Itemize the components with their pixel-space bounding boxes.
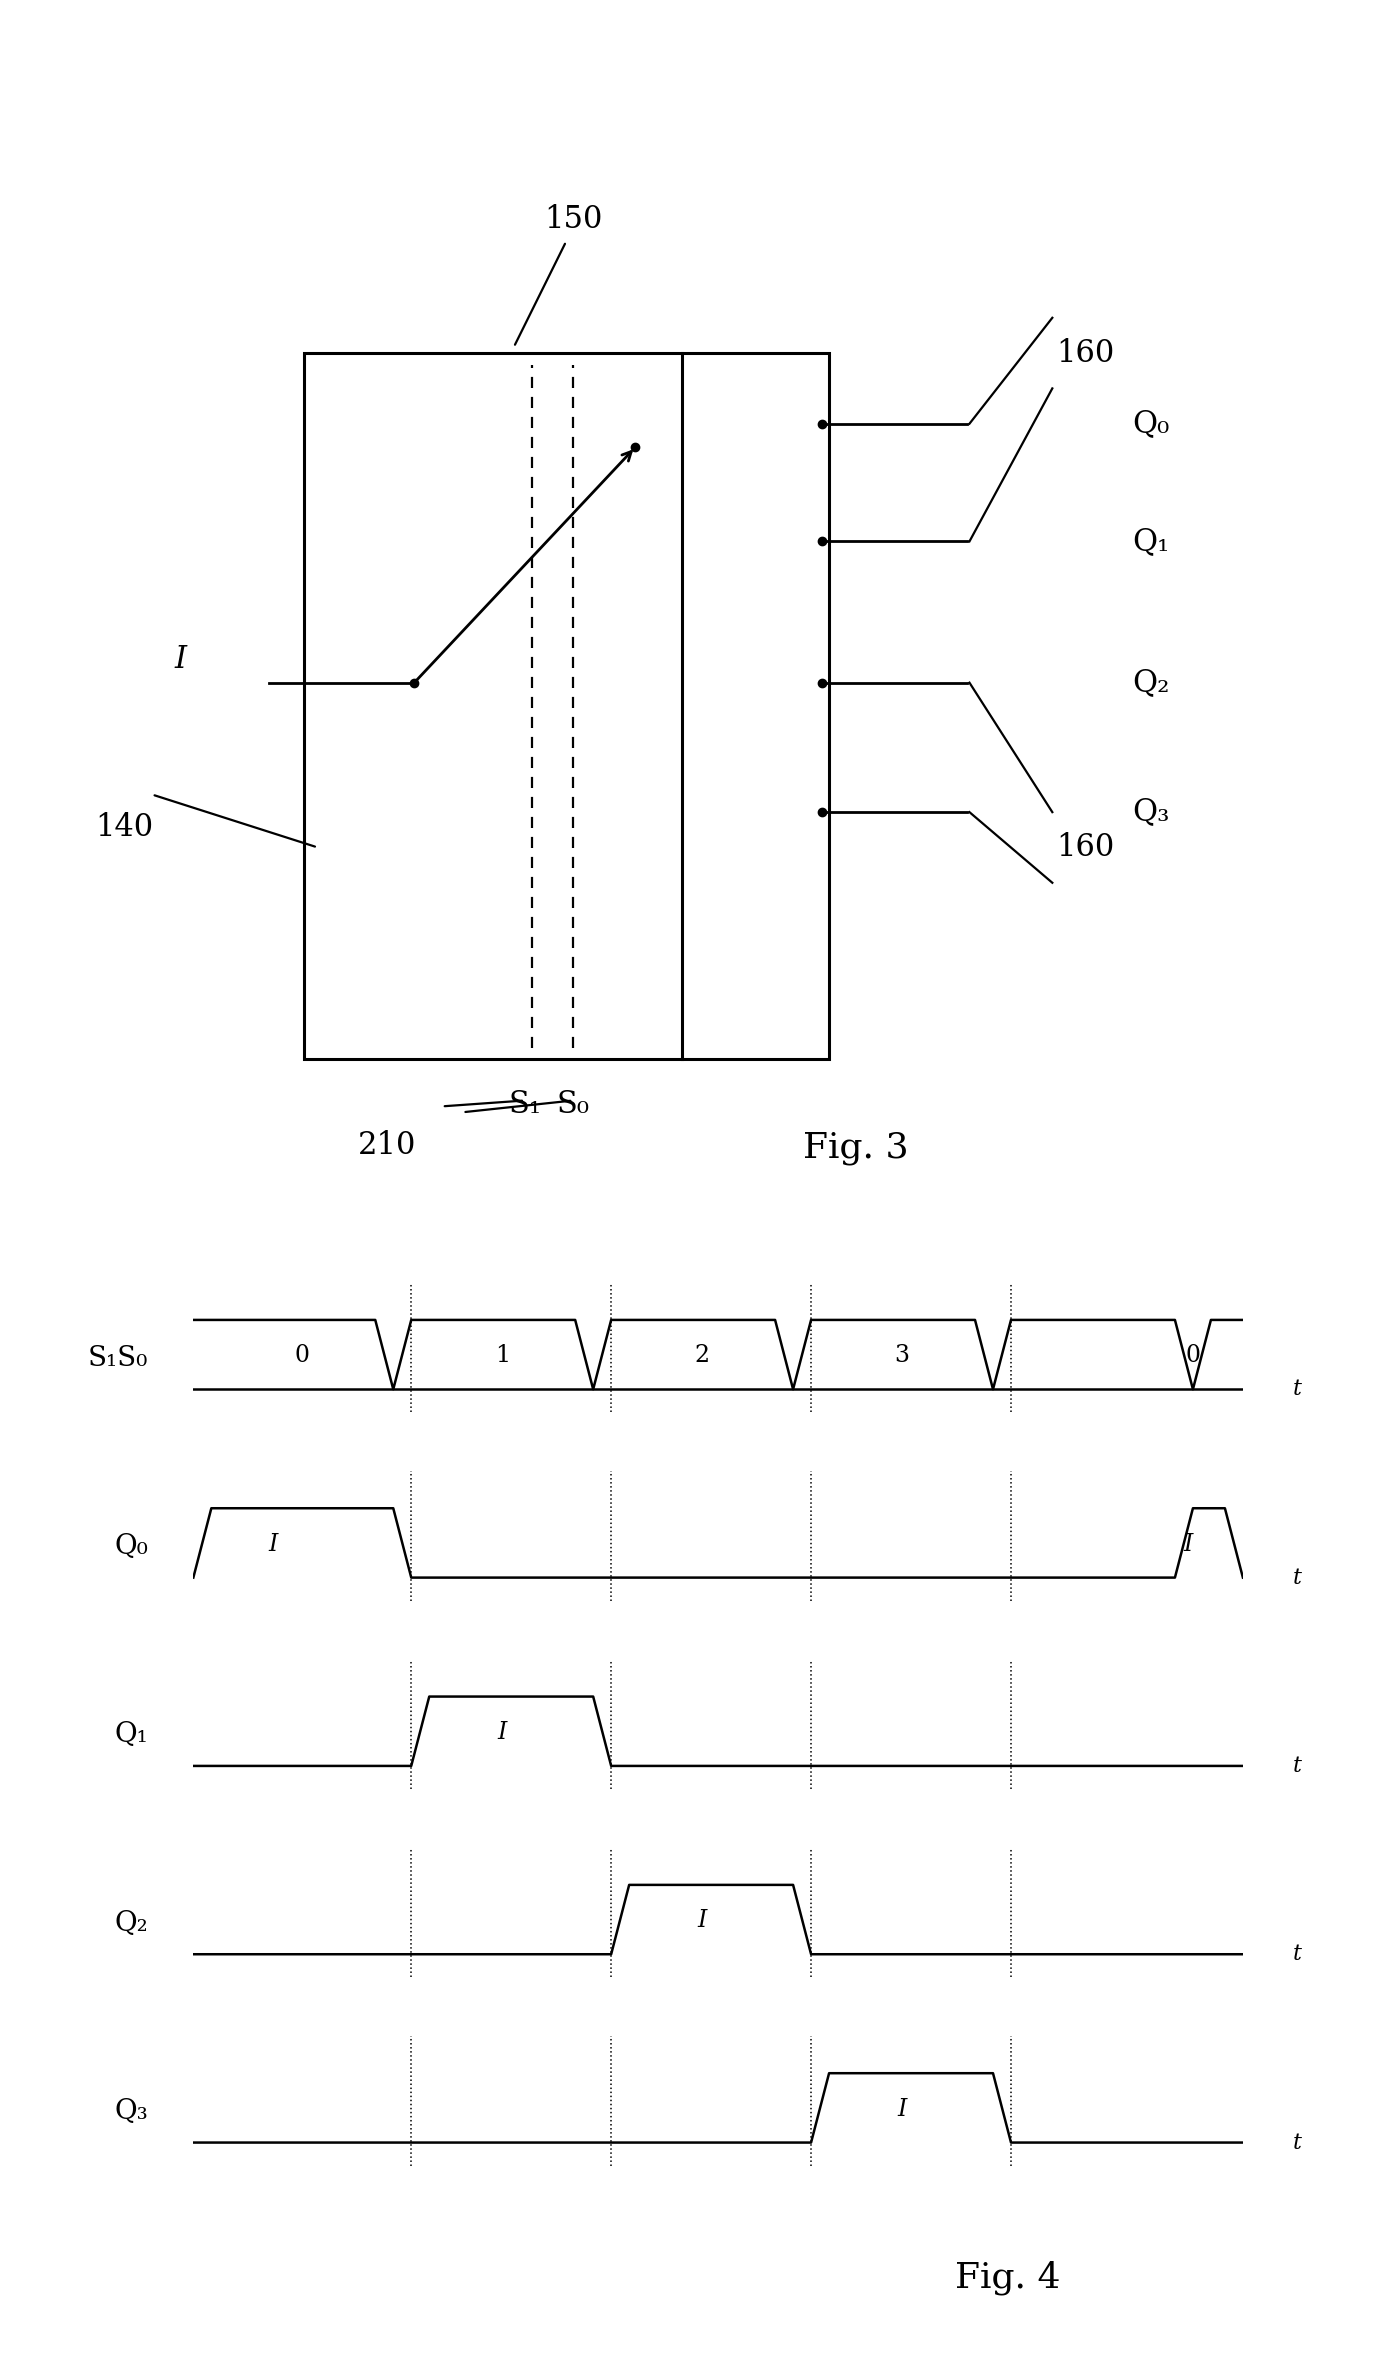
Text: t: t — [1293, 2133, 1302, 2154]
Text: t: t — [1293, 1379, 1302, 1401]
Text: Q₂: Q₂ — [1132, 666, 1170, 699]
Text: 2: 2 — [695, 1344, 710, 1368]
Text: t: t — [1293, 1568, 1302, 1589]
Text: S₀: S₀ — [557, 1088, 590, 1121]
Text: I: I — [174, 643, 186, 676]
Text: t: t — [1293, 1944, 1302, 1966]
Text: 210: 210 — [358, 1130, 416, 1161]
Text: I: I — [1184, 1532, 1193, 1556]
Text: Q₃: Q₃ — [1132, 796, 1170, 829]
Text: Q₀: Q₀ — [1132, 407, 1170, 440]
Text: Q₀: Q₀ — [115, 1532, 148, 1561]
Text: Fig. 3: Fig. 3 — [804, 1132, 909, 1165]
Text: 3: 3 — [895, 1344, 910, 1368]
Text: 160: 160 — [1056, 831, 1114, 864]
Text: Fig. 4: Fig. 4 — [956, 2260, 1061, 2295]
Text: S₁: S₁ — [508, 1088, 541, 1121]
Text: S₁S₀: S₁S₀ — [88, 1344, 148, 1372]
Text: I: I — [497, 1721, 507, 1744]
Text: I: I — [898, 2097, 907, 2121]
Text: Q₁: Q₁ — [1132, 525, 1170, 558]
Text: Q₃: Q₃ — [115, 2097, 148, 2126]
Text: I: I — [269, 1532, 278, 1556]
Text: 0: 0 — [1185, 1344, 1200, 1368]
Text: Q₁: Q₁ — [115, 1721, 148, 1749]
Text: I: I — [697, 1909, 707, 1933]
Text: Q₂: Q₂ — [115, 1909, 148, 1937]
Text: t: t — [1293, 1756, 1302, 1777]
Text: 1: 1 — [494, 1344, 510, 1368]
Text: 160: 160 — [1056, 337, 1114, 370]
Text: 150: 150 — [544, 205, 602, 235]
Text: 140: 140 — [95, 812, 153, 843]
Bar — [304, 353, 829, 1059]
Text: 0: 0 — [294, 1344, 309, 1368]
